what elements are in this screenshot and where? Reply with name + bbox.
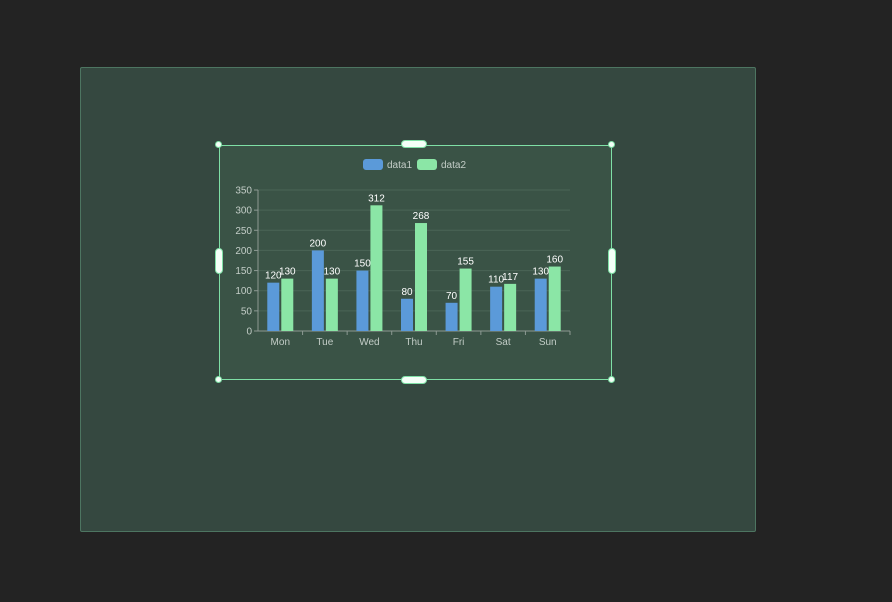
bar-data1-wed: [356, 270, 369, 331]
y-tick-label: 100: [235, 286, 252, 297]
data-label-data1-fri: 70: [446, 291, 458, 302]
data-label-data1-wed: 150: [354, 259, 371, 270]
resize-handle-top-right[interactable]: [608, 141, 615, 148]
resize-handle-left[interactable]: [215, 248, 223, 274]
resize-handle-bottom-left[interactable]: [215, 376, 222, 383]
resize-handle-bottom[interactable]: [401, 376, 427, 384]
resize-handle-right[interactable]: [608, 248, 616, 274]
data-label-data2-tue: 130: [324, 267, 341, 278]
data-label-data2-sun: 160: [546, 255, 563, 266]
x-tick-label: Fri: [453, 337, 465, 348]
data-label-data2-fri: 155: [457, 257, 474, 268]
bar-data2-tue: [325, 278, 338, 331]
y-tick-label: 150: [235, 266, 252, 277]
bar-data1-tue: [311, 250, 324, 331]
x-tick-label: Thu: [405, 337, 422, 348]
bar-data1-sun: [534, 278, 547, 331]
bar-data2-sat: [504, 283, 517, 331]
y-tick-label: 250: [235, 226, 252, 237]
data-label-data1-tue: 200: [310, 238, 327, 249]
data-label-data2-sat: 117: [502, 272, 518, 283]
y-tick-label: 350: [235, 186, 252, 197]
data-label-data1-sat: 110: [488, 275, 504, 286]
resize-handle-top[interactable]: [401, 140, 427, 148]
bar-data1-sat: [490, 286, 503, 331]
x-tick-label: Sun: [539, 337, 557, 348]
data-label-data1-sun: 130: [532, 267, 549, 278]
x-tick-label: Sat: [496, 337, 511, 348]
chart-legend: data1 data2: [363, 159, 466, 171]
bar-data1-thu: [401, 298, 413, 331]
legend-label-data1: data1: [387, 160, 412, 171]
legend-swatch-data2: [417, 159, 437, 170]
x-tick-label: Tue: [316, 337, 333, 348]
bar-data1-mon: [267, 282, 280, 331]
bar-data2-sun: [548, 266, 561, 331]
y-tick-label: 50: [241, 306, 253, 317]
bar-data2-thu: [415, 223, 427, 331]
x-tick-label: Mon: [271, 337, 290, 348]
bar-data2-fri: [459, 268, 472, 331]
y-tick-label: 200: [235, 246, 252, 257]
data-label-data1-mon: 120: [265, 271, 282, 282]
x-tick-label: Wed: [359, 337, 379, 348]
bar-data2-mon: [281, 278, 294, 331]
bar-data1-fri: [445, 302, 458, 331]
bar-data2-wed: [370, 205, 383, 331]
resize-handle-bottom-right[interactable]: [608, 376, 615, 383]
resize-handle-top-left[interactable]: [215, 141, 222, 148]
legend-label-data2: data2: [441, 160, 466, 171]
data-label-data1-thu: 80: [401, 287, 413, 298]
data-label-data2-wed: 312: [368, 193, 385, 204]
y-tick-label: 300: [235, 206, 252, 217]
y-tick-label: 0: [246, 327, 252, 338]
data-label-data2-mon: 130: [279, 267, 296, 278]
legend-swatch-data1: [363, 159, 383, 170]
data-label-data2-thu: 268: [413, 211, 430, 222]
